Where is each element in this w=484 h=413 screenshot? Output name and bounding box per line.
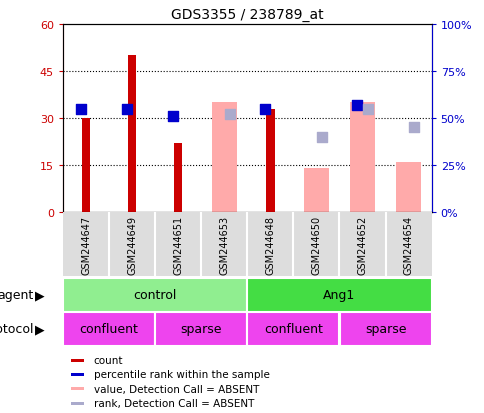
Text: GSM244647: GSM244647: [81, 215, 91, 274]
Title: GDS3355 / 238789_at: GDS3355 / 238789_at: [171, 8, 323, 22]
Text: count: count: [93, 356, 123, 366]
Text: ▶: ▶: [35, 288, 45, 301]
Text: GSM244652: GSM244652: [357, 215, 367, 274]
Bar: [339, 312, 431, 346]
Point: [168, 114, 176, 120]
Text: sparse: sparse: [364, 322, 406, 335]
Point: [363, 106, 371, 113]
Text: growth protocol: growth protocol: [0, 322, 34, 335]
Text: confluent: confluent: [263, 322, 322, 335]
Bar: [71, 401, 84, 405]
Bar: [303, 169, 329, 213]
Text: Ang1: Ang1: [323, 288, 355, 301]
Bar: [128, 56, 136, 213]
Bar: [71, 373, 84, 376]
Bar: [395, 163, 421, 213]
Point: [76, 106, 84, 113]
Text: ▶: ▶: [35, 322, 45, 335]
Bar: [82, 119, 90, 213]
Bar: [247, 312, 339, 346]
Bar: [63, 312, 155, 346]
Point: [409, 125, 417, 131]
Bar: [266, 109, 274, 213]
Text: GSM244651: GSM244651: [173, 215, 183, 274]
Text: agent: agent: [0, 288, 34, 301]
Text: rank, Detection Call = ABSENT: rank, Detection Call = ABSENT: [93, 399, 254, 408]
Bar: [247, 278, 431, 312]
Text: value, Detection Call = ABSENT: value, Detection Call = ABSENT: [93, 384, 258, 394]
Bar: [155, 312, 247, 346]
Text: GSM244649: GSM244649: [127, 215, 137, 274]
Text: confluent: confluent: [79, 322, 138, 335]
Bar: [211, 103, 237, 213]
Text: GSM244653: GSM244653: [219, 215, 229, 274]
Text: GSM244648: GSM244648: [265, 215, 275, 274]
Text: control: control: [133, 288, 177, 301]
Bar: [71, 387, 84, 390]
Point: [352, 102, 360, 109]
Point: [226, 112, 233, 118]
Text: GSM244650: GSM244650: [311, 215, 321, 274]
Point: [260, 106, 268, 113]
Text: GSM244654: GSM244654: [403, 215, 413, 274]
Text: sparse: sparse: [180, 322, 222, 335]
Bar: [349, 103, 375, 213]
Bar: [63, 278, 247, 312]
Point: [122, 106, 130, 113]
Point: [318, 134, 325, 141]
Bar: [174, 144, 182, 213]
Text: percentile rank within the sample: percentile rank within the sample: [93, 370, 269, 380]
Bar: [71, 359, 84, 362]
